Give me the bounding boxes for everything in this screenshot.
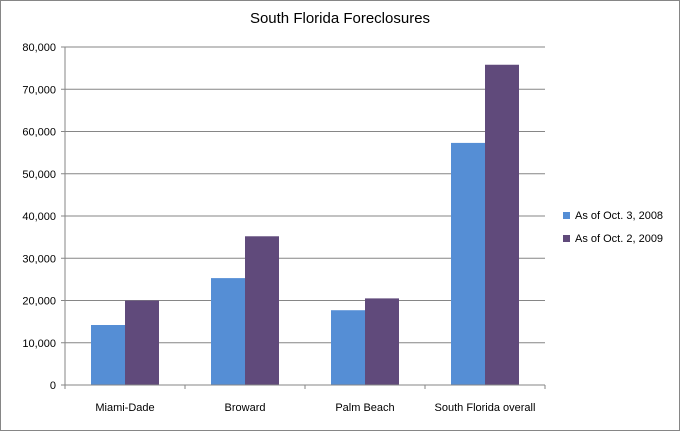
legend-label-2008: As of Oct. 3, 2008 [575,209,664,222]
x-tick-label: South Florida overall [435,402,536,414]
legend: As of Oct. 3, 2008 As of Oct. 2, 2009 [563,209,663,255]
bar-2008-miami-dade [91,325,125,385]
y-tick-label: 70,000 [22,84,56,96]
y-tick-label: 80,000 [22,42,56,54]
y-tick-label: 20,000 [22,296,56,308]
legend-item-2008: As of Oct. 3, 2008 [563,209,663,222]
bar-2008-south-florida-overall [451,142,485,385]
bar-2008-broward [211,278,245,385]
bar-2009-palm-beach [365,298,399,385]
legend-swatch-2009 [563,235,570,242]
legend-item-2009: As of Oct. 2, 2009 [563,232,663,245]
bar-2009-miami-dade [125,300,159,385]
y-tick-label: 60,000 [22,127,56,139]
legend-swatch-2008 [563,212,570,219]
bar-2008-palm-beach [331,310,365,385]
bar-2009-broward [245,236,279,385]
bar-2009-south-florida-overall [485,64,519,386]
x-tick-label: Miami-Dade [95,402,154,414]
y-tick-label: 40,000 [22,211,56,223]
legend-label-2009: As of Oct. 2, 2009 [575,232,664,245]
x-tick-label: Palm Beach [335,402,394,414]
y-tick-label: 10,000 [22,338,56,350]
y-tick-label: 50,000 [22,169,56,181]
x-tick-label: Broward [225,402,266,414]
y-tick-label: 0 [50,380,56,392]
y-tick-label: 30,000 [22,253,56,265]
chart-title: South Florida Foreclosures [249,10,431,27]
